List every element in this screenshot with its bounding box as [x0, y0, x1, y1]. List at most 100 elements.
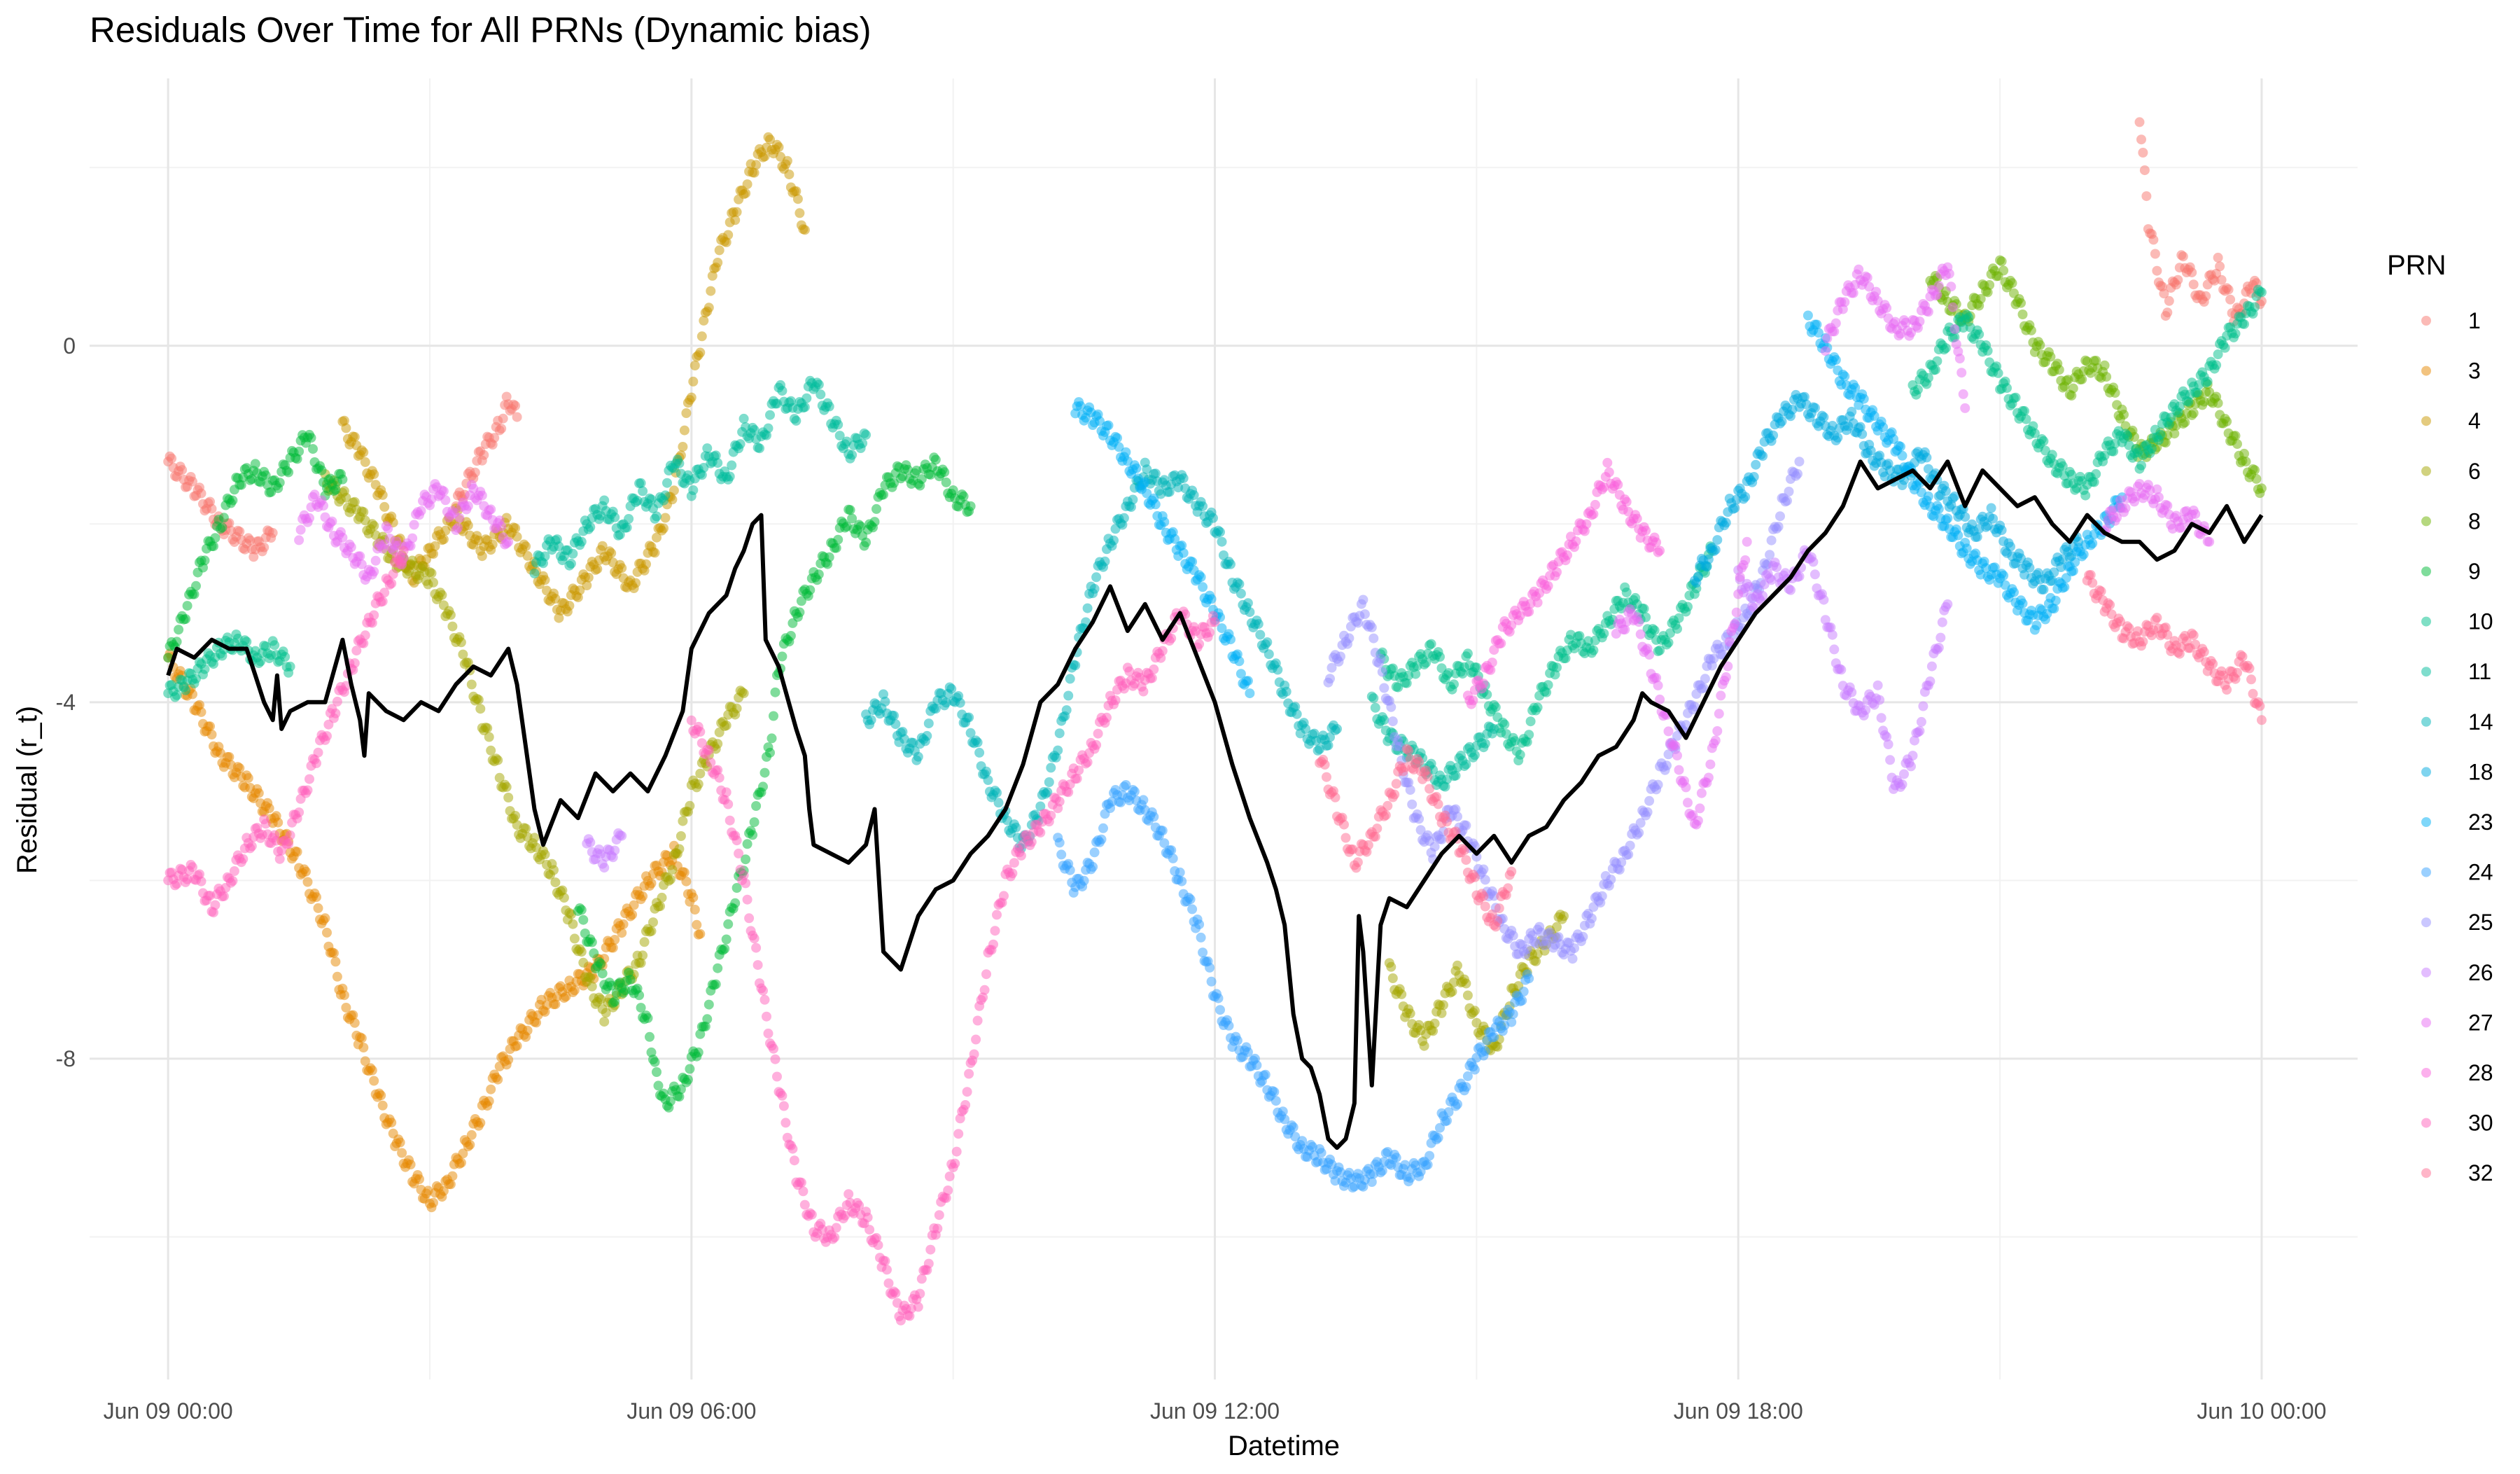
- data-point: [174, 625, 184, 635]
- data-point: [1996, 525, 2007, 536]
- data-point: [932, 1223, 943, 1234]
- data-point: [1518, 987, 1529, 996]
- data-point: [501, 781, 512, 792]
- data-point: [1452, 960, 1462, 971]
- data-point: [1377, 1165, 1387, 1176]
- data-point: [1882, 303, 1892, 313]
- data-point: [463, 520, 473, 531]
- data-point: [2230, 431, 2241, 441]
- data-point: [589, 948, 599, 959]
- data-point: [1588, 645, 1599, 655]
- data-point: [1695, 803, 1705, 814]
- data-point: [2019, 405, 2029, 416]
- data-point: [2213, 398, 2223, 408]
- data-point: [1471, 662, 1482, 673]
- data-point: [964, 1069, 974, 1079]
- data-point: [730, 898, 741, 908]
- data-point: [645, 1031, 654, 1042]
- data-point: [489, 433, 500, 443]
- data-point: [993, 798, 1004, 808]
- legend-label: 32: [2468, 1160, 2493, 1186]
- data-point: [1703, 554, 1714, 564]
- data-point: [1407, 799, 1418, 809]
- data-point: [1297, 1136, 1308, 1146]
- data-point: [1138, 795, 1149, 805]
- data-point: [734, 848, 744, 858]
- data-point: [512, 1041, 522, 1051]
- data-point: [1531, 956, 1541, 966]
- data-point: [1871, 286, 1882, 297]
- data-point: [1177, 876, 1187, 887]
- data-point: [2232, 439, 2242, 450]
- data-point: [2251, 473, 2262, 484]
- data-point: [1131, 463, 1142, 473]
- x-tick-label: Jun 09 06:00: [626, 1398, 756, 1424]
- data-point: [1998, 571, 2009, 580]
- data-point: [426, 568, 437, 578]
- data-point: [1772, 562, 1782, 572]
- data-point: [1007, 868, 1018, 879]
- data-point: [1322, 772, 1331, 782]
- data-point: [200, 664, 210, 674]
- data-point: [971, 1034, 981, 1045]
- data-point: [496, 424, 507, 434]
- data-point: [1820, 346, 1830, 356]
- data-point: [2119, 410, 2129, 420]
- data-point: [1469, 872, 1480, 882]
- data-point: [1641, 612, 1651, 623]
- data-point: [486, 1084, 496, 1094]
- data-point: [1489, 1032, 1499, 1043]
- data-point: [1119, 513, 1129, 523]
- data-point: [206, 730, 217, 739]
- x-tick-label: Jun 09 18:00: [1674, 1398, 1803, 1424]
- legend-label: 9: [2468, 559, 2481, 584]
- data-point: [1740, 492, 1751, 502]
- data-point: [318, 501, 328, 511]
- data-point: [313, 903, 323, 913]
- data-point: [428, 577, 438, 587]
- data-point: [330, 957, 341, 967]
- data-point: [742, 894, 752, 905]
- data-point: [1744, 582, 1754, 592]
- data-point: [456, 1157, 466, 1168]
- data-point: [1149, 812, 1159, 822]
- data-point: [922, 730, 932, 741]
- data-point: [695, 929, 706, 939]
- data-point: [2239, 448, 2249, 459]
- data-point: [557, 885, 568, 896]
- data-point: [749, 425, 760, 435]
- data-point: [1710, 735, 1721, 746]
- data-point: [861, 430, 872, 440]
- legend-label: 18: [2468, 759, 2493, 784]
- data-point: [1847, 406, 1857, 417]
- data-point: [1461, 759, 1471, 770]
- data-point: [1376, 653, 1386, 664]
- chart-title: Residuals Over Time for All PRNs (Dynami…: [90, 10, 872, 50]
- series-prn-9: [163, 429, 976, 1113]
- data-point: [1424, 1150, 1435, 1161]
- data-point: [260, 819, 271, 829]
- data-point: [1634, 617, 1644, 627]
- data-point: [755, 443, 764, 454]
- data-point: [1543, 580, 1553, 591]
- data-point: [280, 652, 290, 662]
- data-point: [285, 661, 295, 672]
- data-point: [652, 511, 662, 522]
- data-point: [749, 167, 760, 178]
- data-point: [660, 490, 671, 501]
- data-point: [2199, 396, 2209, 407]
- data-point: [2021, 414, 2031, 424]
- data-point: [946, 683, 957, 694]
- data-point: [2031, 620, 2042, 631]
- data-point: [2007, 278, 2017, 288]
- data-point: [749, 933, 760, 944]
- data-point: [858, 438, 868, 449]
- data-point: [2096, 586, 2106, 597]
- data-point: [1782, 496, 1792, 506]
- data-point: [1487, 658, 1497, 668]
- data-point: [2250, 465, 2260, 475]
- data-point: [1508, 1009, 1518, 1020]
- data-point: [741, 854, 751, 865]
- data-point: [1088, 861, 1098, 872]
- data-point: [1958, 323, 1968, 333]
